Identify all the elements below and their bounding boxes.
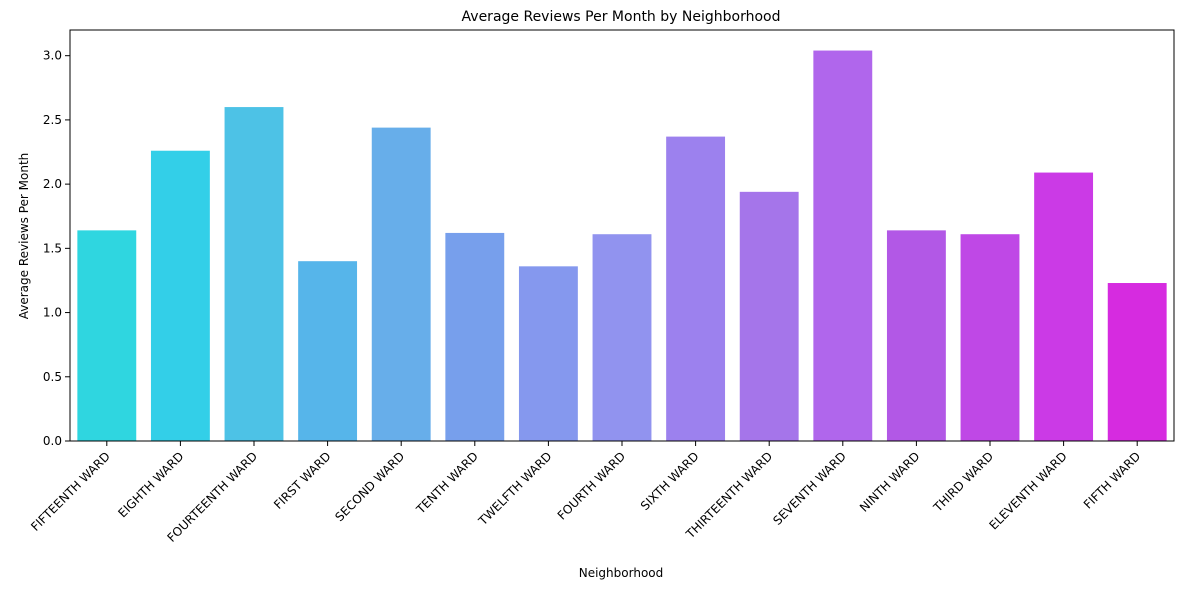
bar [1034, 172, 1094, 442]
y-tick-label: 2.5 [43, 113, 62, 127]
bar [592, 234, 652, 441]
bars-group [77, 50, 1167, 442]
bar [518, 266, 578, 441]
x-tick-label: SIXTH WARD [638, 449, 702, 513]
y-axis-label: Average Reviews Per Month [17, 153, 31, 320]
bar [77, 230, 137, 441]
x-tick-label: SECOND WARD [332, 449, 407, 524]
x-tick-label: NINTH WARD [857, 449, 923, 515]
x-tick-label: SEVENTH WARD [770, 449, 849, 528]
x-tick-label: FIFTEENTH WARD [28, 449, 113, 534]
bar [813, 50, 873, 442]
x-tick-label: FIFTH WARD [1081, 449, 1143, 511]
plot-frame [69, 29, 1175, 442]
x-tick-label: FIRST WARD [271, 449, 334, 512]
bar [886, 230, 946, 441]
y-tick-label: 3.0 [43, 49, 62, 63]
x-tick-label: FOURTH WARD [555, 449, 628, 522]
bar [150, 150, 210, 441]
x-axis-label: Neighborhood [579, 566, 664, 580]
y-tick-label: 0.5 [43, 370, 62, 384]
y-tick-label: 0.0 [43, 434, 62, 448]
y-axis: 0.0 0.5 1.0 1.5 2.0 2.5 3.0 [43, 49, 70, 448]
x-tick-label: THIRD WARD [930, 449, 996, 515]
chart-title: Average Reviews Per Month by Neighborhoo… [462, 9, 781, 25]
bar [960, 234, 1020, 441]
bar [298, 261, 358, 441]
x-tick-label: ELEVENTH WARD [986, 449, 1069, 532]
bar [739, 191, 799, 441]
x-tick-label: TENTH WARD [413, 449, 481, 517]
bar [666, 136, 726, 441]
y-tick-label: 1.0 [43, 306, 62, 320]
bar [445, 232, 505, 441]
x-tick-label: EIGHTH WARD [115, 449, 186, 520]
bar [371, 127, 431, 442]
bar [1107, 283, 1167, 441]
y-tick-label: 2.0 [43, 177, 62, 191]
x-tick-label: TWELFTH WARD [475, 449, 554, 528]
y-tick-label: 1.5 [43, 241, 62, 255]
bar [224, 107, 284, 441]
